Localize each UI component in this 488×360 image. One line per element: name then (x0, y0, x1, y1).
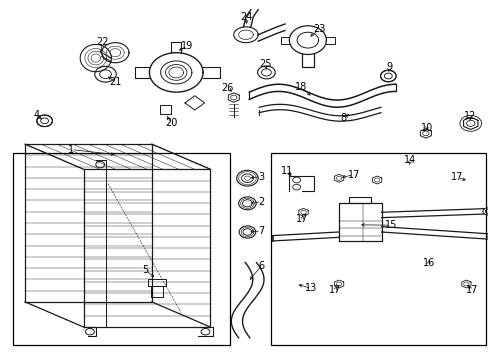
Text: 9: 9 (386, 62, 391, 72)
Text: 5: 5 (142, 265, 148, 275)
Text: 19: 19 (181, 41, 193, 51)
Text: 22: 22 (96, 37, 108, 47)
Text: 1: 1 (68, 144, 74, 154)
Text: 7: 7 (258, 226, 264, 236)
Bar (13, 153, 229, 345)
Text: 12: 12 (463, 111, 475, 121)
Text: 23: 23 (313, 24, 325, 35)
Text: 16: 16 (422, 258, 434, 268)
Text: 17: 17 (295, 215, 307, 224)
Text: 2: 2 (258, 197, 264, 207)
Text: 11: 11 (281, 166, 293, 176)
Text: 15: 15 (384, 220, 396, 230)
Text: 17: 17 (328, 285, 340, 296)
Text: 21: 21 (109, 77, 122, 87)
Text: 17: 17 (450, 172, 463, 183)
Text: 25: 25 (259, 59, 272, 69)
Text: 3: 3 (258, 172, 264, 182)
Text: 26: 26 (221, 83, 234, 93)
Text: 10: 10 (420, 123, 432, 132)
Text: 4: 4 (33, 111, 39, 121)
Text: 13: 13 (305, 283, 317, 293)
Text: 14: 14 (404, 155, 416, 165)
Text: 8: 8 (340, 113, 346, 123)
Text: 18: 18 (295, 82, 307, 93)
Text: 17: 17 (465, 285, 477, 296)
Text: 6: 6 (258, 261, 264, 271)
Text: 24: 24 (240, 12, 252, 22)
Text: 17: 17 (347, 170, 359, 180)
Bar (271, 153, 485, 345)
Text: 20: 20 (165, 118, 177, 128)
